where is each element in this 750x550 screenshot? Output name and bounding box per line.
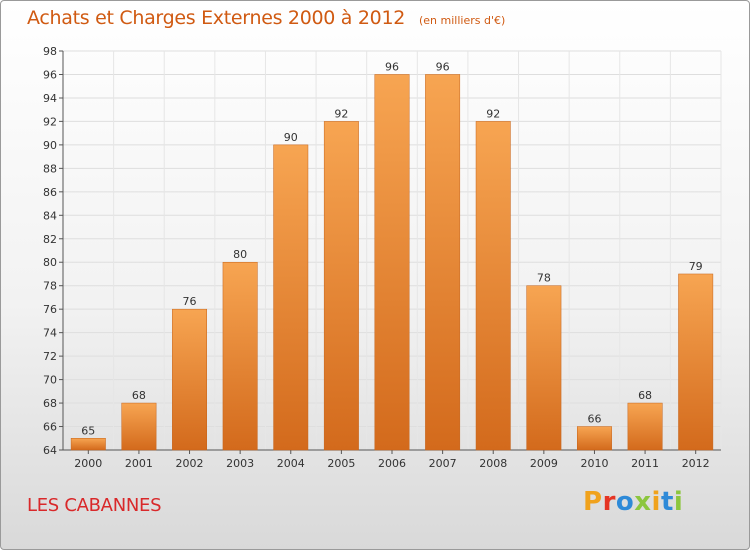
data-label: 80 [233, 248, 247, 261]
chart-title: Achats et Charges Externes 2000 à 2012 [27, 7, 406, 29]
x-tick-label: 2001 [125, 457, 153, 470]
data-label: 79 [689, 260, 703, 273]
data-label: 90 [284, 131, 298, 144]
y-tick-label: 84 [43, 209, 57, 222]
bar-2005 [323, 121, 359, 451]
y-tick-label: 82 [43, 233, 57, 246]
logo-letter: i [673, 487, 684, 517]
data-label: 65 [81, 424, 95, 437]
x-tick-label: 2006 [378, 457, 406, 470]
data-label: 92 [334, 107, 348, 120]
x-tick-label: 2002 [176, 457, 204, 470]
y-tick-label: 98 [43, 45, 57, 58]
x-tick-label: 2009 [530, 457, 558, 470]
y-tick-label: 70 [43, 374, 57, 387]
bar-2008 [475, 121, 511, 451]
x-tick-label: 2005 [327, 457, 355, 470]
bar-2000 [70, 438, 106, 451]
x-tick-label: 2003 [226, 457, 254, 470]
y-tick-label: 88 [43, 162, 57, 175]
y-tick-label: 72 [43, 350, 57, 363]
logo-letter: i [651, 487, 661, 517]
data-label: 96 [436, 60, 450, 73]
y-tick-label: 96 [43, 68, 57, 81]
data-label: 92 [486, 107, 500, 120]
bar-2006 [374, 74, 410, 451]
place-name: LES CABANNES [27, 495, 162, 516]
bar-2010 [577, 426, 612, 451]
x-tick-label: 2007 [429, 457, 457, 470]
chart-unit: (en milliers d'€) [419, 14, 506, 27]
y-tick-label: 74 [43, 327, 57, 340]
bar-2004 [273, 144, 309, 451]
logo-letter: x [634, 487, 652, 517]
y-tick-label: 94 [43, 92, 57, 105]
x-tick-label: 2010 [580, 457, 608, 470]
data-label: 76 [183, 295, 197, 308]
data-label: 96 [385, 60, 399, 73]
x-tick-label: 2004 [277, 457, 305, 470]
y-tick-label: 68 [43, 397, 57, 410]
logo-letter: r [602, 487, 616, 517]
data-label: 78 [537, 272, 551, 285]
y-tick-label: 78 [43, 280, 57, 293]
y-tick-label: 92 [43, 115, 57, 128]
x-tick-label: 2008 [479, 457, 507, 470]
y-tick-label: 90 [43, 139, 57, 152]
y-tick-label: 66 [43, 421, 57, 434]
x-tick-label: 2011 [631, 457, 659, 470]
y-tick-label: 76 [43, 303, 57, 316]
data-label: 66 [587, 413, 601, 426]
bar-2007 [425, 74, 461, 451]
logo-letter: P [583, 487, 603, 517]
x-tick-label: 2012 [682, 457, 710, 470]
bar-2009 [526, 285, 562, 451]
y-tick-label: 86 [43, 186, 57, 199]
logo-letter: o [615, 487, 635, 517]
tick-labels: 64 66 68 70 72 74 76 78 80 82 84 86 88 90 92 94 96 98 2000… [43, 45, 710, 470]
brand-logo: Proxiti [583, 487, 683, 517]
y-tick-label: 64 [43, 444, 57, 457]
data-labels: 65 68 76 80 90 92 96 96 92 78 66 68 79 [81, 60, 702, 437]
x-tick-label: 2000 [74, 457, 102, 470]
bar-2011 [627, 402, 663, 451]
logo-letter: t [660, 487, 674, 517]
bars [70, 74, 714, 451]
data-label: 68 [132, 389, 146, 402]
data-label: 68 [638, 389, 652, 402]
bar-2001 [121, 402, 157, 451]
y-tick-label: 80 [43, 256, 57, 269]
bar-2012 [678, 273, 714, 451]
bar-2003 [222, 261, 258, 451]
bar-2002 [172, 308, 207, 451]
